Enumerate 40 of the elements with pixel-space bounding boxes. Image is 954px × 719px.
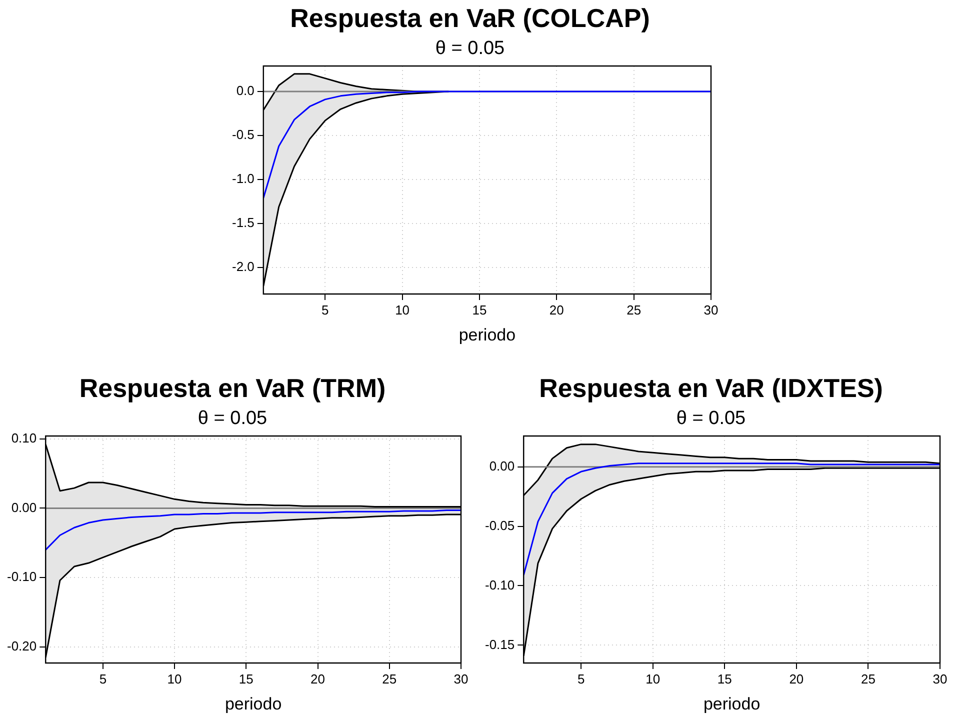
x-tick-label: 10 [646,671,660,686]
y-tick-label: -0.10 [484,577,515,592]
y-tick-label: -0.15 [484,636,515,652]
chart-subtitle: θ = 0.05 [435,38,505,59]
y-tick-label: -0.10 [6,569,37,584]
chart-subtitle: θ = 0.05 [676,408,746,429]
x-tick-label: 5 [322,302,329,318]
chart-title: Respuesta en VaR (IDXTES) [539,372,883,403]
chart-title: Respuesta en VaR (TRM) [79,372,386,403]
x-tick-label: 20 [310,671,326,686]
x-tick-label: 5 [577,671,585,686]
y-tick-label: -0.05 [484,518,515,533]
x-tick-label: 20 [549,302,564,318]
chart-subtitle: θ = 0.05 [198,408,268,429]
x-tick-label: 20 [789,671,804,686]
x-tick-label: 15 [717,671,732,686]
x-axis-title: periodo [703,694,760,714]
y-tick-label: -1.5 [232,215,254,230]
y-tick-label: -0.5 [232,127,254,142]
x-tick-label: 15 [238,671,254,686]
y-tick-label: -2.0 [232,259,254,274]
x-axis-title: periodo [458,325,516,344]
x-tick-label: 10 [167,671,182,686]
y-tick-label: -0.20 [6,638,37,654]
x-tick-label: 5 [99,671,107,686]
x-tick-label: 10 [395,302,410,318]
chart-title: Respuesta en VaR (COLCAP) [290,2,650,33]
x-tick-label: 25 [626,302,642,318]
x-tick-label: 30 [932,671,948,686]
x-tick-label: 25 [860,671,876,686]
x-axis-title: periodo [224,694,282,714]
y-tick-label: 0.00 [489,458,515,474]
y-tick-label: -1.0 [232,171,254,186]
x-tick-label: 25 [382,671,397,686]
y-tick-label: 0.10 [11,430,37,446]
x-tick-label: 15 [472,302,487,318]
x-tick-label: 30 [704,302,718,318]
y-tick-label: 0.0 [236,83,254,98]
y-tick-label: 0.00 [11,500,37,515]
x-tick-label: 30 [454,671,468,686]
